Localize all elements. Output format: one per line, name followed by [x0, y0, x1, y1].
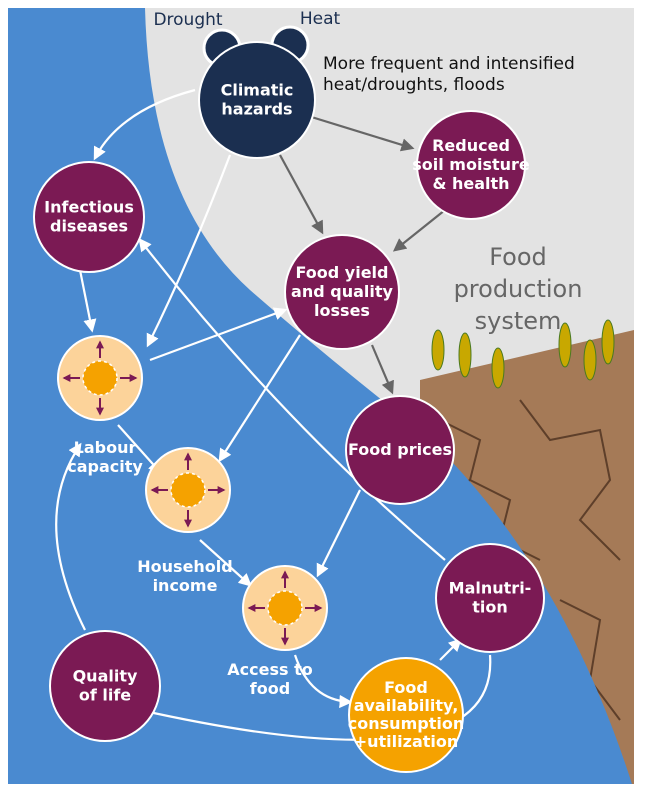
- label-line: Labour: [74, 438, 137, 457]
- arrow: [117, 424, 162, 474]
- node-label: Infectious diseases: [44, 197, 134, 235]
- label-line: Climatic: [221, 80, 294, 99]
- label-line: food: [250, 679, 290, 698]
- label-line: diseases: [50, 216, 128, 235]
- capacity-core: [82, 360, 118, 396]
- arrow: [316, 489, 361, 578]
- arrow: [199, 539, 252, 587]
- arrow: [279, 154, 324, 235]
- region-label: Food production system: [454, 243, 583, 335]
- label-line: of life: [79, 685, 131, 704]
- label-line: Quality: [73, 666, 138, 685]
- label-line: Reduced: [432, 136, 510, 155]
- node-circle: [416, 110, 526, 220]
- node-label: Food yield and quality losses: [291, 263, 393, 320]
- label-line: tion: [472, 597, 508, 616]
- capacity-core: [170, 472, 206, 508]
- label-line: & health: [432, 174, 509, 193]
- node-circle: [348, 657, 464, 773]
- label-line: soil moisture: [412, 155, 530, 174]
- node-circle: [435, 543, 545, 653]
- arrow: [146, 154, 232, 348]
- label-line: consumption: [348, 714, 464, 733]
- corn-plants: [431, 319, 615, 389]
- label-line: income: [153, 576, 218, 595]
- arrow: [78, 269, 97, 333]
- node-circle: [198, 41, 316, 159]
- arrow: [370, 344, 394, 395]
- hazard-note: More frequent and intensified heat/drough…: [323, 54, 575, 95]
- label-line: Access to: [227, 660, 312, 679]
- label-line: Food: [384, 678, 428, 697]
- arrow: [55, 442, 86, 631]
- arrow: [93, 88, 196, 161]
- capacity-label: Household income: [137, 557, 232, 595]
- label-line: and quality: [291, 282, 393, 301]
- node-label: Quality of life: [73, 666, 138, 704]
- node-label: Climatic hazards: [221, 80, 294, 118]
- label-line: availability,: [354, 696, 459, 715]
- arrow: [218, 334, 301, 463]
- capacity-label: Labour capacity: [67, 438, 143, 476]
- arrow: [293, 654, 353, 709]
- label-line: hazards: [221, 99, 292, 118]
- label-line: Food prices: [348, 440, 452, 459]
- label-line: Household: [137, 557, 232, 576]
- arrow: [392, 209, 446, 252]
- node-circle: [284, 234, 400, 350]
- label-line: Malnutri-: [449, 578, 532, 597]
- drought-label: Drought: [153, 10, 222, 30]
- node-label: Food availability, consumption +utilization: [348, 678, 464, 751]
- node-label: Food prices: [348, 440, 452, 459]
- node-circle: [49, 630, 161, 742]
- heat-label: Heat: [300, 9, 341, 29]
- node-circle: [33, 161, 145, 273]
- node-label: Reduced soil moisture & health: [412, 136, 530, 193]
- arrow: [439, 638, 462, 661]
- node-label: Malnutri-tion: [449, 578, 532, 616]
- node-circle: [345, 395, 455, 505]
- label-line: Infectious: [44, 197, 134, 216]
- label-line: losses: [314, 301, 370, 320]
- label-line: Food yield: [296, 263, 389, 282]
- capacity-core: [267, 590, 303, 626]
- label-line: capacity: [67, 457, 143, 476]
- arrow: [138, 237, 446, 561]
- label-line: +utilization: [354, 732, 459, 751]
- arrow: [304, 113, 415, 152]
- capacity-label: Access to food: [227, 660, 312, 698]
